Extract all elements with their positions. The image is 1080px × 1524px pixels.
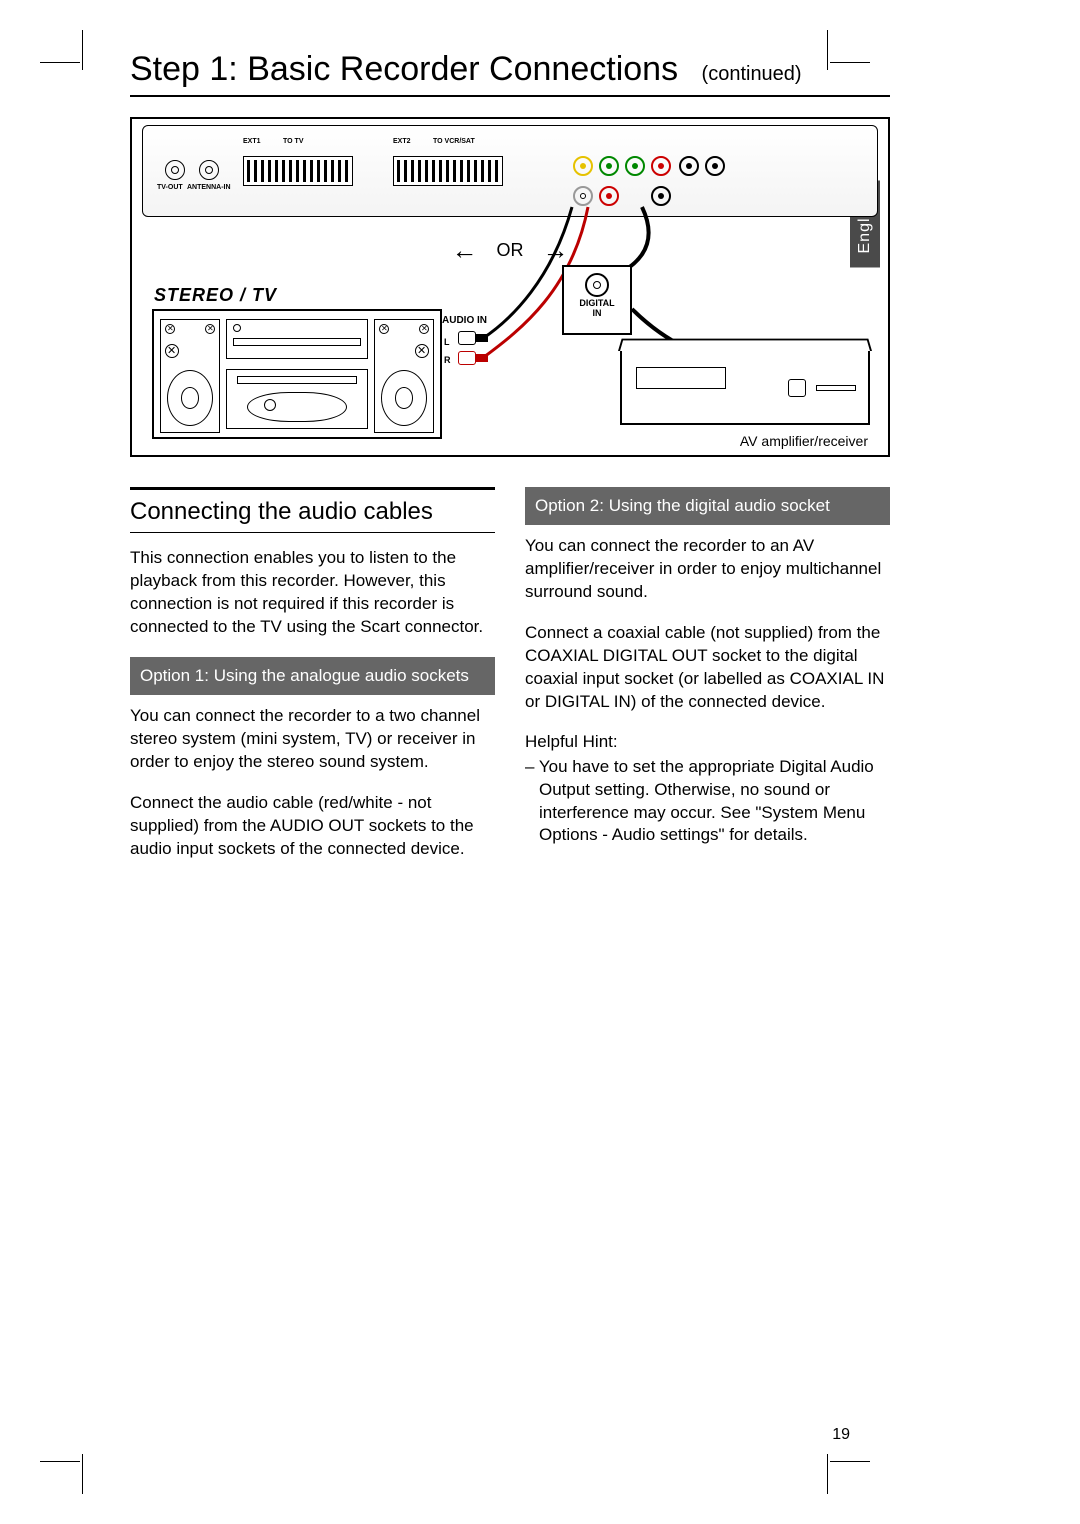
option1-paragraph-2: Connect the audio cable (red/white - not… [130, 792, 495, 861]
hint-label: Helpful Hint: [525, 732, 890, 752]
stereo-tv-label: STEREO / TV [154, 285, 277, 306]
or-label: OR [497, 240, 524, 261]
title-main: Step 1: Basic Recorder Connections [130, 50, 678, 88]
left-column: Connecting the audio cables This connect… [130, 487, 495, 878]
section-title: Connecting the audio cables [130, 487, 495, 533]
audio-r-label: R [444, 351, 451, 369]
speaker-right [374, 319, 434, 433]
mini-system-center [226, 319, 368, 429]
intro-paragraph: This connection enables you to listen to… [130, 547, 495, 639]
title-continued: (continued) [702, 63, 802, 85]
option1-paragraph-1: You can connect the recorder to a two ch… [130, 705, 495, 774]
option2-paragraph-1: You can connect the recorder to an AV am… [525, 535, 890, 604]
rca-plug-red [458, 351, 488, 365]
speaker-left [160, 319, 220, 433]
audio-in-label: AUDIO IN [442, 315, 487, 326]
option1-header: Option 1: Using the analogue audio socke… [130, 657, 495, 695]
connection-diagram: TV-OUT ANTENNA-IN EXT1 TO TV EXT2 TO VCR… [130, 117, 890, 457]
digital-in-jack-icon [585, 273, 609, 297]
page-number: 19 [832, 1426, 850, 1444]
option2-header: Option 2: Using the digital audio socket [525, 487, 890, 525]
right-column: Option 2: Using the digital audio socket… [525, 487, 890, 878]
arrow-left-icon [451, 235, 477, 266]
amp-caption: AV amplifier/receiver [740, 433, 868, 449]
audio-lr-labels: L R [444, 333, 451, 369]
stereo-tv-illustration: STEREO / TV [152, 309, 442, 439]
audio-l-label: L [444, 333, 451, 351]
or-row: OR [132, 235, 888, 266]
rca-plug-white [458, 331, 488, 345]
av-amplifier-illustration [620, 345, 870, 425]
hint-body: You have to set the appropriate Digital … [525, 756, 890, 848]
digital-in-socket: DIGITAL IN [562, 265, 632, 335]
option2-paragraph-2: Connect a coaxial cable (not supplied) f… [525, 622, 890, 714]
arrow-right-icon [543, 235, 569, 266]
digital-label-2: IN [564, 309, 630, 319]
page-title: Step 1: Basic Recorder Connections (cont… [130, 50, 890, 97]
